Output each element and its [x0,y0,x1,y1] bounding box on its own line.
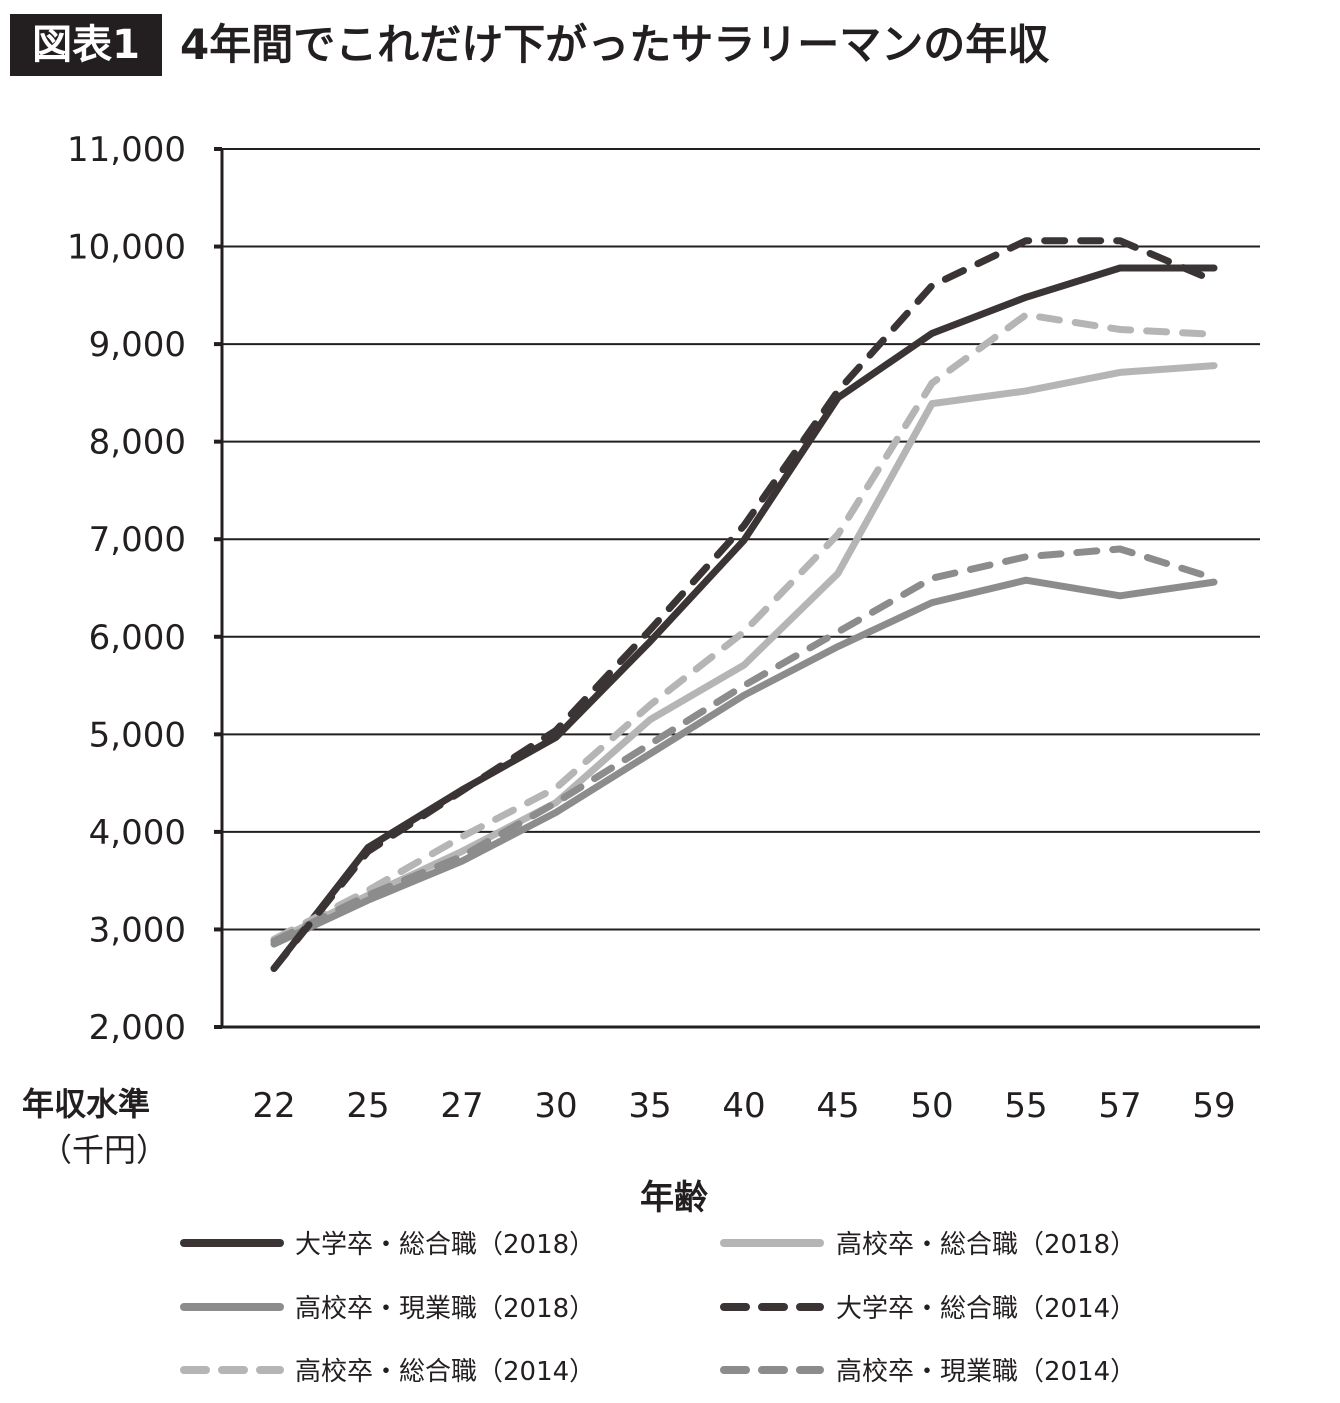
legend-label: 高校卒・現業職（2014） [836,1357,1136,1387]
figure-badge: 図表1 [10,14,162,76]
legend-label: 高校卒・総合職（2018） [836,1230,1136,1260]
x-tick-label: 40 [722,1086,765,1126]
x-tick-label: 57 [1098,1086,1141,1126]
series-line-4 [270,311,1218,943]
y-tick-label: 6,000 [89,618,186,658]
y-tick-label: 7,000 [89,520,186,560]
chart-title: 4年間でこれだけ下がったサラリーマンの年収 [180,20,1050,69]
y-tick-label: 4,000 [89,813,186,853]
legend-label: 大学卒・総合職（2014） [836,1294,1136,1324]
x-tick-label: 27 [440,1086,483,1126]
x-tick-label: 50 [910,1086,953,1126]
x-tick-label: 22 [252,1086,295,1126]
legend-label: 高校卒・現業職（2018） [295,1294,595,1324]
legend-label: 高校卒・総合職（2014） [295,1357,595,1387]
x-tick-label: 30 [534,1086,577,1126]
x-axis-label: 年齢 [640,1178,708,1218]
x-tick-label: 35 [628,1086,671,1126]
y-tick-label: 5,000 [89,715,186,755]
y-axis-label: 年収水準 [22,1085,151,1123]
x-tick-label: 55 [1004,1086,1047,1126]
series-line-1 [270,362,1218,945]
x-tick-label: 25 [346,1086,389,1126]
y-tick-label: 8,000 [89,423,186,463]
legend-label: 大学卒・総合職（2018） [295,1230,595,1260]
y-tick-label: 11,000 [67,130,186,170]
y-tick-label: 3,000 [89,910,186,950]
x-tick-label: 45 [816,1086,859,1126]
y-tick-label: 10,000 [67,228,186,268]
x-tick-label: 59 [1192,1086,1235,1126]
series-line-3 [270,237,1218,972]
series-line-2 [270,576,1218,948]
series-line-5 [270,545,1218,945]
y-axis-unit: （千円） [40,1131,169,1169]
y-tick-label: 2,000 [89,1008,186,1048]
y-tick-label: 9,000 [89,325,186,365]
